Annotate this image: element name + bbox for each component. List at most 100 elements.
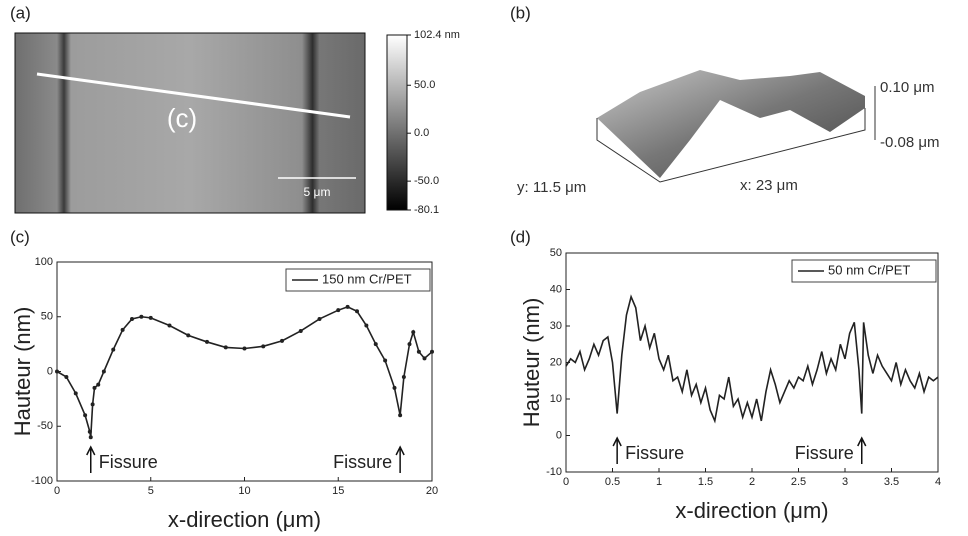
annotation-arrowhead [86,445,96,456]
x-tick-label: 3.5 [884,476,899,488]
data-point [120,327,125,332]
data-point [139,314,144,319]
data-point [398,413,403,418]
annotation-arrowhead [395,445,405,456]
data-point [355,309,359,314]
data-point [92,385,97,390]
panel-label: (d) [510,227,531,246]
x-tick-label: 15 [332,485,344,497]
x-tick-label: 2 [749,476,755,488]
data-point [411,330,416,335]
x-tick-label: 3 [842,476,848,488]
data-point [407,342,412,347]
data-point [416,349,421,354]
afm-image [14,32,366,214]
z-label: -0.08 μm [880,134,940,151]
y-label: y: 11.5 μm [517,179,586,196]
x-tick-label: 5 [148,485,154,497]
legend-box [791,259,937,283]
y-tick-label: 0 [47,365,53,377]
data-point [167,323,172,328]
colorbar-tick-label: 102.4 nm [414,29,460,41]
data-point [383,358,388,363]
data-point [242,346,247,351]
data-point [88,435,93,440]
data-line [565,294,939,424]
plot-frame [56,261,433,482]
surface-frame [596,108,866,183]
data-point [430,349,434,354]
y-tick-label: 100 [35,256,53,268]
y-tick-label: 50 [41,311,53,323]
x-tick-label: 10 [238,485,250,497]
data-point [205,339,209,344]
data-point [186,333,191,338]
data-point [96,382,101,387]
y-tick-label: 40 [550,283,562,295]
x-tick-label: 20 [426,485,438,497]
legend-box [285,268,431,292]
panel-label: (a) [10,3,31,22]
x-tick-label: 0.5 [605,476,620,488]
data-point [280,338,284,343]
data-point [392,385,397,390]
z-label: 0.10 μm [880,79,935,96]
profile-line [36,72,351,119]
data-point [261,344,266,349]
data-point [90,402,95,407]
data-point [317,316,322,321]
x-tick-label: 0 [54,485,60,497]
y-tick-label: 0 [556,429,562,441]
legend-label: 150 nm Cr/PET [322,271,412,286]
data-point [130,316,134,321]
x-tick-label: 1 [656,476,662,488]
x-axis-label: x-direction (μm) [675,498,828,523]
surface-3d [597,70,865,178]
data-point [345,304,350,309]
data-point [223,345,228,350]
y-tick-label: 10 [550,393,562,405]
data-point [336,308,341,313]
scale-bar-label: 5 μm [304,185,331,199]
y-tick-label: -100 [31,475,53,487]
annotation-text: Fissure [625,443,684,463]
data-point [422,356,427,361]
data-point [101,369,106,374]
panel-label: (b) [510,3,531,22]
annotation-text: Fissure [99,452,158,472]
x-label: x: 23 μm [740,177,798,194]
annotation-arrowhead [857,436,867,447]
y-tick-label: 50 [550,247,562,259]
data-point [83,413,88,418]
annotation-text: Fissure [333,452,392,472]
y-tick-label: -10 [546,466,562,478]
data-point [148,315,153,320]
colorbar-tick-label: -50.0 [414,175,439,187]
colorbar [386,34,408,211]
profile-line-label: (c) [167,103,197,133]
colorbar-tick-label: -80.1 [414,204,439,216]
data-point [64,374,69,379]
data-point [55,369,59,374]
data-line [56,306,433,438]
y-tick-label: -50 [37,420,53,432]
y-axis-label: Hauteur (nm) [519,298,544,428]
data-point [111,347,116,352]
data-point [298,328,303,333]
colorbar-tick-label: 50.0 [414,79,435,91]
data-point [87,429,92,434]
x-tick-label: 4 [935,476,941,488]
x-axis-label: x-direction (μm) [168,507,321,532]
data-point [364,323,369,328]
legend-label: 50 nm Cr/PET [828,262,910,277]
x-tick-label: 2.5 [791,476,806,488]
x-tick-label: 1.5 [698,476,713,488]
y-axis-label: Hauteur (nm) [10,307,35,437]
data-point [401,374,406,379]
colorbar-tick-label: 0.0 [414,127,429,139]
y-tick-label: 30 [550,320,562,332]
data-point [73,391,78,396]
x-tick-label: 0 [563,476,569,488]
panel-label: (c) [10,227,30,246]
